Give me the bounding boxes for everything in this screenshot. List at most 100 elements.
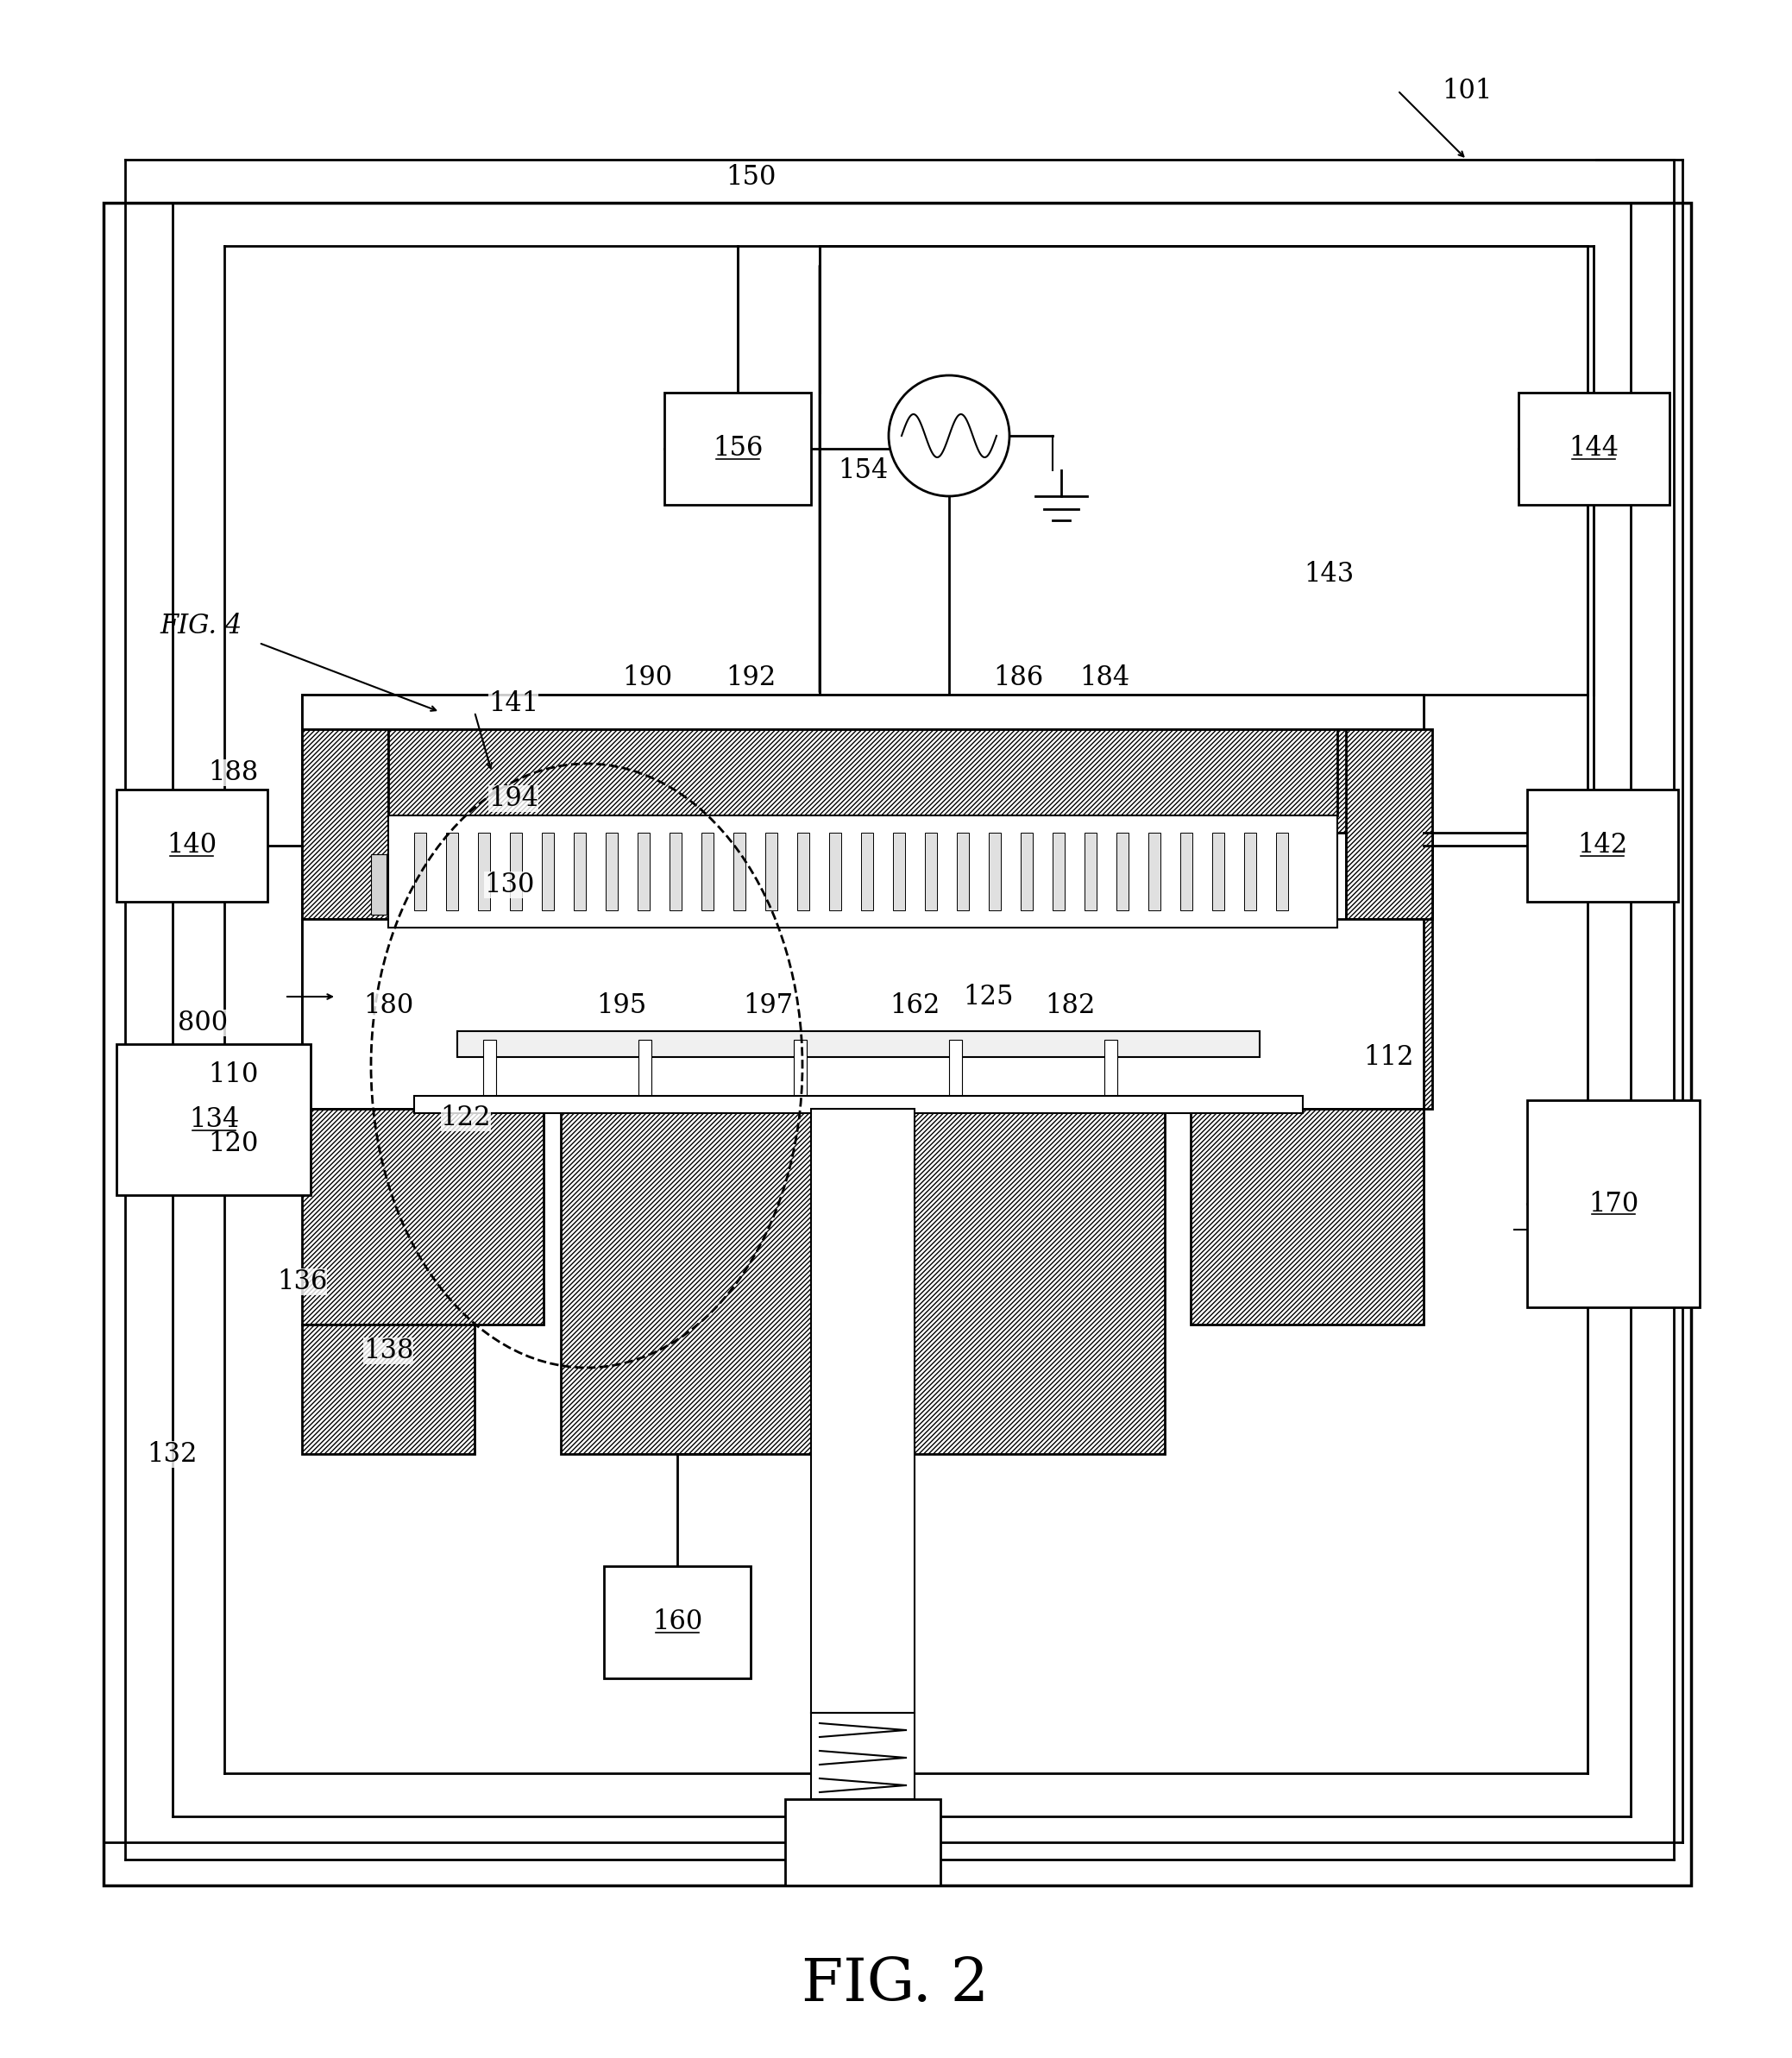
Bar — [303, 1325, 475, 1453]
Bar — [812, 1109, 914, 1712]
Bar — [957, 854, 973, 914]
Bar — [1131, 854, 1145, 914]
Bar — [1149, 833, 1161, 910]
Text: 184: 184 — [1079, 665, 1129, 691]
Bar — [785, 854, 801, 914]
Text: FIG. 2: FIG. 2 — [801, 1955, 989, 2013]
Bar — [638, 833, 650, 910]
Text: 122: 122 — [441, 1103, 491, 1130]
Bar — [511, 833, 521, 910]
Bar — [104, 204, 1692, 1885]
Text: 800: 800 — [177, 1008, 228, 1035]
Bar — [892, 833, 905, 910]
Bar — [1084, 833, 1097, 910]
Bar — [1190, 1109, 1423, 1325]
Bar — [1211, 833, 1224, 910]
Bar — [457, 1031, 1260, 1058]
Bar — [613, 854, 629, 914]
Bar — [670, 833, 681, 910]
Bar — [573, 833, 586, 910]
Bar — [303, 747, 328, 833]
Bar — [785, 1799, 941, 1885]
Bar — [328, 747, 1389, 833]
Bar — [989, 833, 1000, 910]
Bar — [681, 854, 697, 914]
Text: 192: 192 — [726, 665, 776, 691]
Text: 182: 182 — [1045, 992, 1095, 1019]
Bar — [414, 1095, 1303, 1113]
Bar — [1346, 833, 1432, 1109]
Text: 132: 132 — [147, 1441, 197, 1467]
Bar — [303, 1109, 543, 1325]
Bar — [717, 854, 731, 914]
Text: 101: 101 — [1441, 78, 1493, 105]
Text: 197: 197 — [744, 992, 792, 1019]
Bar — [1095, 854, 1111, 914]
Text: 110: 110 — [208, 1062, 258, 1089]
Bar — [541, 833, 554, 910]
Text: 143: 143 — [1303, 560, 1353, 587]
Bar — [1052, 833, 1064, 910]
Bar — [1527, 790, 1677, 901]
Bar — [957, 833, 969, 910]
Text: 112: 112 — [1364, 1043, 1414, 1070]
Bar — [862, 833, 873, 910]
Bar — [303, 696, 1423, 729]
Bar — [794, 1039, 806, 1109]
Text: 162: 162 — [889, 992, 939, 1019]
Bar — [116, 1043, 310, 1196]
Bar — [405, 854, 421, 914]
Bar — [1527, 1101, 1699, 1307]
Bar — [1389, 747, 1416, 833]
Text: 160: 160 — [652, 1609, 702, 1636]
Bar — [1021, 833, 1032, 910]
Text: 144: 144 — [1568, 436, 1618, 463]
Bar — [751, 854, 767, 914]
Text: 138: 138 — [364, 1338, 414, 1364]
Text: 156: 156 — [713, 436, 763, 463]
Bar — [303, 729, 389, 920]
Bar — [414, 833, 426, 910]
Text: 194: 194 — [489, 784, 538, 811]
Text: 188: 188 — [208, 759, 258, 786]
Bar — [830, 833, 840, 910]
Bar — [923, 854, 939, 914]
Bar — [604, 1566, 751, 1679]
Bar — [303, 729, 1423, 833]
Circle shape — [889, 375, 1009, 496]
Bar — [371, 854, 387, 914]
Bar — [1346, 729, 1432, 920]
Bar — [441, 854, 455, 914]
Text: 190: 190 — [622, 665, 672, 691]
Bar — [733, 833, 745, 910]
Bar — [1276, 833, 1288, 910]
Bar — [1027, 854, 1043, 914]
Bar — [1104, 1039, 1116, 1109]
Bar — [797, 833, 810, 910]
Bar — [561, 1109, 1165, 1453]
Text: 170: 170 — [1588, 1190, 1638, 1216]
Text: 180: 180 — [364, 992, 414, 1019]
Text: 150: 150 — [726, 163, 776, 189]
Bar — [389, 729, 1337, 815]
Bar — [475, 854, 489, 914]
Bar — [543, 854, 559, 914]
Bar — [665, 393, 812, 504]
Bar — [1244, 833, 1256, 910]
Bar — [303, 920, 1423, 1109]
Bar — [638, 1039, 652, 1109]
Bar — [765, 833, 778, 910]
Bar — [1199, 854, 1215, 914]
Bar — [478, 833, 489, 910]
Bar — [509, 854, 525, 914]
Bar — [950, 1039, 962, 1109]
Bar — [925, 833, 937, 910]
Bar — [116, 790, 267, 901]
Bar — [606, 833, 618, 910]
Text: 140: 140 — [167, 831, 217, 858]
Bar — [993, 854, 1007, 914]
Text: 130: 130 — [484, 871, 534, 897]
Bar — [701, 833, 713, 910]
Text: 125: 125 — [962, 984, 1012, 1010]
Text: 195: 195 — [597, 992, 647, 1019]
